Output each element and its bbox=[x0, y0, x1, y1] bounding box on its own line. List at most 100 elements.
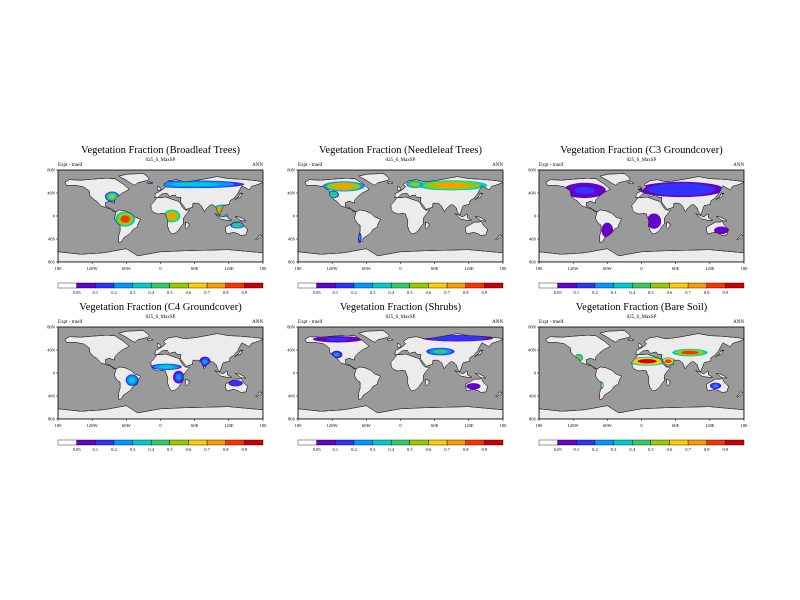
colorbar-tick-label: 0.6 bbox=[186, 290, 192, 295]
colorbar-swatch bbox=[484, 282, 504, 289]
panel-title: Vegetation Fraction (Shrubs) bbox=[340, 302, 462, 313]
coastline bbox=[358, 330, 390, 343]
fraction-cell-tundra-canada bbox=[325, 337, 350, 341]
colorbar-swatch bbox=[206, 282, 226, 289]
colorbar-swatch bbox=[297, 439, 317, 446]
lat-tick-label: 40S bbox=[288, 237, 296, 242]
colorbar-tick-label: 0.3 bbox=[611, 290, 617, 295]
fraction-cell-australia bbox=[469, 384, 477, 388]
coastline bbox=[715, 349, 725, 358]
colorbar-swatch bbox=[132, 439, 152, 446]
lon-tick-label: 120E bbox=[705, 266, 715, 271]
coastline bbox=[474, 192, 484, 201]
colorbar-tick-label: 0.8 bbox=[463, 290, 469, 295]
lon-tick-label: 180 bbox=[741, 423, 749, 428]
coastline bbox=[736, 391, 744, 398]
lon-tick-label: 120E bbox=[224, 423, 234, 428]
coastline bbox=[635, 176, 744, 216]
fraction-cell-eastern-us bbox=[108, 194, 116, 200]
coastline bbox=[599, 173, 631, 186]
colorbar-tick-label: 0.4 bbox=[388, 447, 394, 452]
colorbar-tick-label: 0.2 bbox=[111, 447, 117, 452]
colorbar-tick-label: 0.5 bbox=[648, 290, 654, 295]
lat-tick-label: 0 bbox=[53, 214, 56, 219]
coastline bbox=[474, 216, 487, 222]
lon-tick-label: 180 bbox=[500, 266, 508, 271]
colorbar-tick-label: 0.9 bbox=[242, 447, 248, 452]
lon-tick-label: 120W bbox=[568, 266, 580, 271]
map-panel-6: Vegetation Fraction (Bare Soil) 025_6_Max… bbox=[528, 302, 748, 452]
lon-tick-label: 180 bbox=[741, 266, 749, 271]
colorbar-swatch bbox=[557, 282, 577, 289]
lat-tick-label: 40N bbox=[287, 191, 296, 196]
colorbar-tick-label: 0.8 bbox=[223, 290, 229, 295]
fraction-field bbox=[125, 356, 243, 387]
coastline bbox=[539, 248, 744, 262]
coastline bbox=[465, 378, 488, 393]
coastline bbox=[234, 373, 247, 379]
coastline bbox=[454, 370, 473, 378]
coastline bbox=[390, 196, 430, 235]
map-content bbox=[58, 173, 263, 262]
coastline bbox=[150, 353, 190, 392]
colorbar-tick-label: 0.8 bbox=[223, 447, 229, 452]
coastline bbox=[214, 370, 233, 378]
coastline bbox=[715, 216, 728, 222]
colorbar-swatch bbox=[297, 282, 317, 289]
colorbar-tick-label: 0.5 bbox=[407, 447, 413, 452]
colorbar-swatch bbox=[95, 439, 115, 446]
coastline bbox=[156, 186, 162, 191]
colorbar-tick-label: 0.05 bbox=[554, 290, 563, 295]
colorbar-tick-label: 0.1 bbox=[573, 290, 579, 295]
fraction-cell-tundra-siberia bbox=[440, 336, 475, 340]
coastline bbox=[595, 209, 622, 243]
colorbar-tick-label: 0.5 bbox=[407, 290, 413, 295]
lon-tick-label: 0 bbox=[159, 266, 162, 271]
panel-subtitle: 025_6_MaxSP bbox=[627, 315, 657, 320]
map-content bbox=[58, 330, 263, 419]
colorbar-tick-label: 0.9 bbox=[723, 447, 729, 452]
coastline bbox=[495, 391, 503, 398]
lat-tick-label: 0 bbox=[53, 371, 56, 376]
panel-right-label: ANN bbox=[733, 320, 744, 325]
coastline bbox=[214, 213, 233, 221]
panel-title: Vegetation Fraction (C4 Groundcover) bbox=[79, 302, 242, 313]
fraction-field bbox=[322, 180, 488, 243]
map-panel-2: Vegetation Fraction (Needleleaf Trees) 02… bbox=[287, 145, 507, 295]
lon-tick-label: 60W bbox=[362, 266, 372, 271]
colorbar-swatch bbox=[76, 439, 96, 446]
lat-tick-label: 40N bbox=[47, 348, 56, 353]
coastline bbox=[64, 177, 130, 213]
coastline bbox=[695, 370, 714, 378]
lon-tick-label: 60W bbox=[362, 423, 372, 428]
coastline bbox=[454, 213, 473, 221]
coastline bbox=[637, 186, 643, 191]
colorbar-tick-label: 0.2 bbox=[592, 290, 598, 295]
colorbar-tick-label: 0.7 bbox=[444, 447, 450, 452]
fraction-cell-n-australia bbox=[233, 223, 241, 227]
colorbar-swatch bbox=[725, 439, 745, 446]
colorbar-swatch bbox=[372, 439, 392, 446]
colorbar-swatch bbox=[57, 282, 77, 289]
coastline bbox=[390, 353, 430, 392]
colorbar-tick-label: 0.1 bbox=[92, 290, 98, 295]
colorbar-swatch bbox=[95, 282, 115, 289]
colorbar-swatch bbox=[650, 282, 670, 289]
coastline bbox=[118, 173, 150, 186]
lon-tick-label: 0 bbox=[159, 423, 162, 428]
lon-tick-label: 0 bbox=[399, 266, 402, 271]
coastline bbox=[154, 333, 263, 373]
fraction-cell-siberia-boreal bbox=[434, 182, 469, 188]
coastline bbox=[474, 373, 487, 379]
coastline bbox=[631, 353, 671, 392]
coastline bbox=[184, 221, 190, 230]
coastline bbox=[298, 405, 503, 419]
colorbar-swatch bbox=[446, 282, 466, 289]
colorbar-swatch bbox=[353, 282, 373, 289]
colorbar-swatch bbox=[650, 439, 670, 446]
colorbar-swatch bbox=[169, 439, 189, 446]
coastline bbox=[58, 405, 263, 419]
colorbar-tick-label: 0.9 bbox=[242, 290, 248, 295]
colorbar-tick-label: 0.05 bbox=[313, 290, 322, 295]
colorbar-swatch bbox=[613, 439, 633, 446]
